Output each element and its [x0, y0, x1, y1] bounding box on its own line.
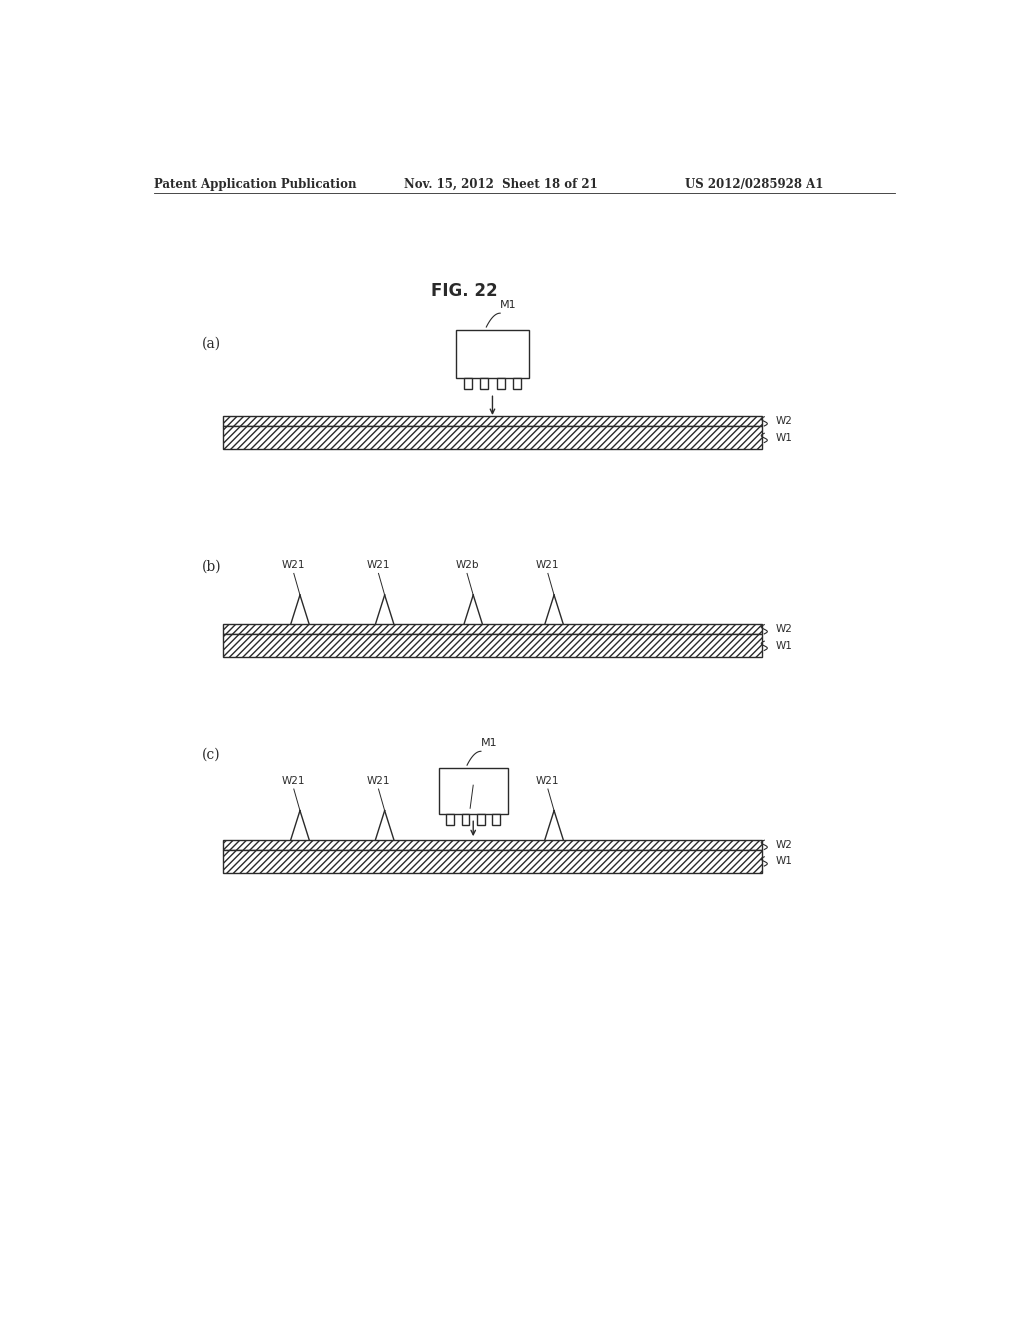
Text: (b): (b) — [202, 560, 221, 573]
Text: W2: W2 — [776, 416, 793, 426]
Polygon shape — [223, 416, 762, 426]
Text: W1: W1 — [776, 640, 793, 651]
Text: W2: W2 — [776, 624, 793, 634]
Polygon shape — [223, 850, 762, 873]
Polygon shape — [464, 378, 472, 389]
Text: Patent Application Publication: Patent Application Publication — [154, 178, 356, 190]
Polygon shape — [438, 768, 508, 814]
Text: FIG. 22: FIG. 22 — [431, 281, 498, 300]
Text: W21: W21 — [462, 774, 485, 784]
Polygon shape — [456, 330, 529, 378]
Polygon shape — [223, 426, 762, 450]
Polygon shape — [477, 814, 484, 825]
Text: (a): (a) — [202, 337, 221, 350]
Text: W21: W21 — [282, 776, 305, 785]
Text: (c): (c) — [202, 748, 221, 762]
Text: M1: M1 — [481, 738, 498, 748]
Text: W2: W2 — [776, 840, 793, 850]
Text: W1: W1 — [776, 857, 793, 866]
Text: M1: M1 — [500, 300, 517, 310]
Polygon shape — [513, 378, 521, 389]
Text: W21: W21 — [367, 776, 390, 785]
Text: W21: W21 — [537, 561, 560, 570]
Polygon shape — [497, 378, 505, 389]
Polygon shape — [446, 814, 454, 825]
Polygon shape — [223, 635, 762, 657]
Text: W21: W21 — [367, 561, 390, 570]
Text: W1: W1 — [776, 433, 793, 444]
Polygon shape — [223, 624, 762, 635]
Polygon shape — [480, 378, 488, 389]
Polygon shape — [493, 814, 500, 825]
Polygon shape — [462, 814, 469, 825]
Polygon shape — [223, 840, 762, 850]
Text: Nov. 15, 2012  Sheet 18 of 21: Nov. 15, 2012 Sheet 18 of 21 — [403, 178, 598, 190]
Text: W21: W21 — [282, 561, 305, 570]
Text: W21: W21 — [537, 776, 560, 785]
Text: W2b: W2b — [456, 561, 479, 570]
Text: US 2012/0285928 A1: US 2012/0285928 A1 — [685, 178, 823, 190]
